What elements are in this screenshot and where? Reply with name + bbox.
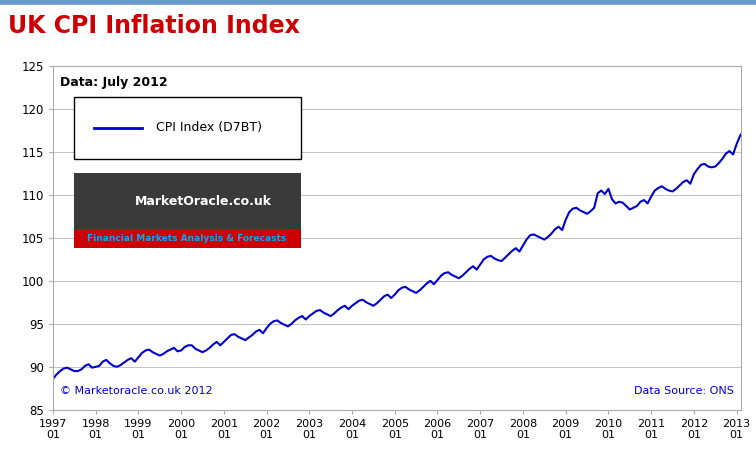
Text: Data Source: ONS: Data Source: ONS bbox=[634, 386, 734, 396]
Text: CPI Index (D7BT): CPI Index (D7BT) bbox=[156, 122, 262, 134]
Bar bbox=[73, 97, 301, 159]
Bar bbox=[73, 172, 301, 248]
Text: Data: July 2012: Data: July 2012 bbox=[60, 76, 167, 89]
Text: UK CPI Inflation Index: UK CPI Inflation Index bbox=[8, 14, 299, 38]
Text: MarketOracle.co.uk: MarketOracle.co.uk bbox=[135, 195, 271, 208]
Text: Financial Markets Analysis & Forecasts: Financial Markets Analysis & Forecasts bbox=[88, 234, 287, 243]
Bar bbox=[73, 229, 301, 248]
Text: © Marketoracle.co.uk 2012: © Marketoracle.co.uk 2012 bbox=[60, 386, 212, 396]
